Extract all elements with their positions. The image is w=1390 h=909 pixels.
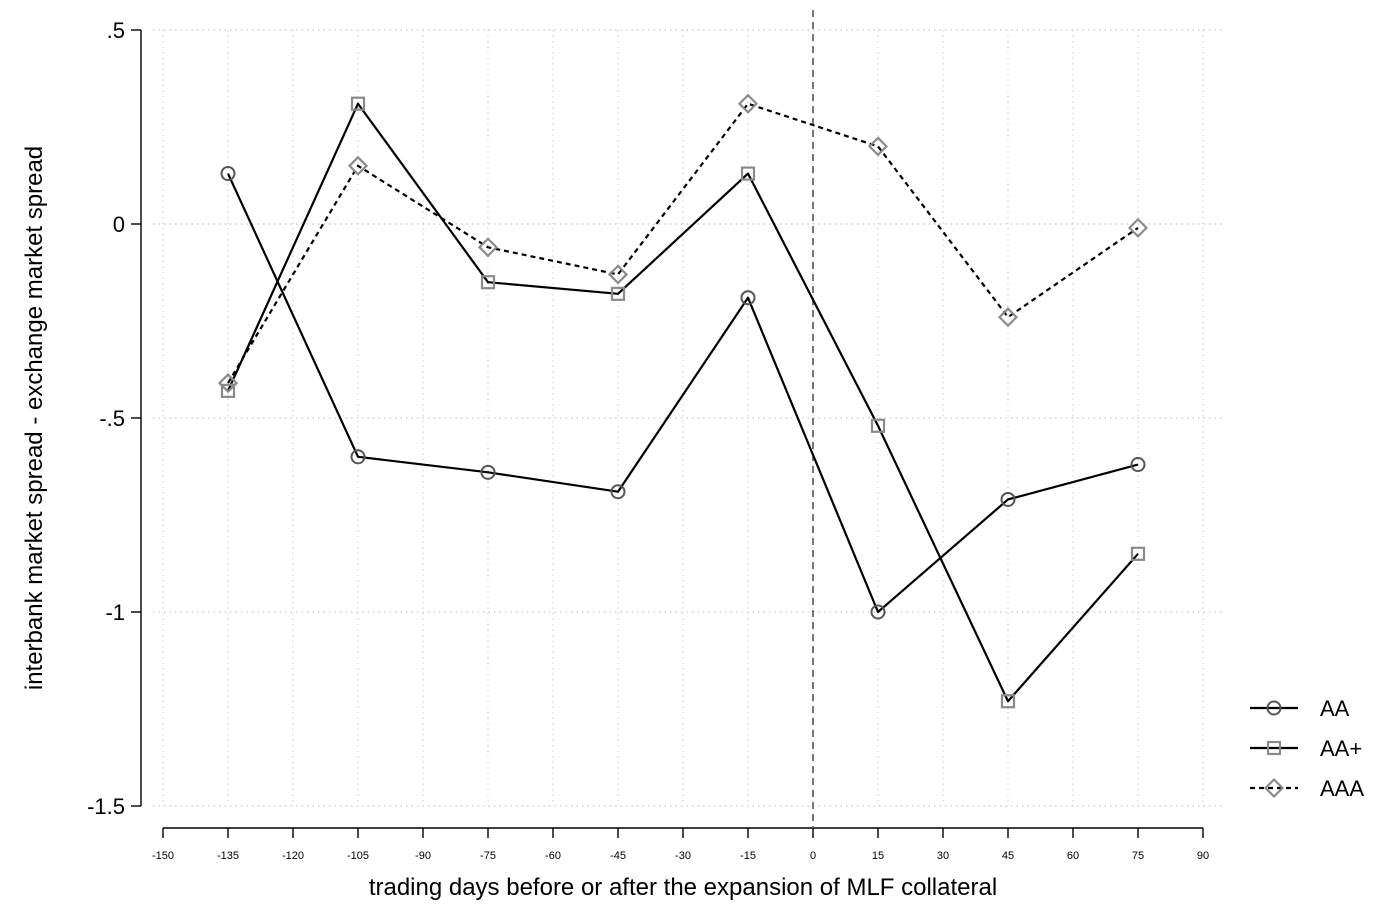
x-tick-label: -150 [152,850,174,862]
y-tick-label: .5 [107,18,125,43]
y-tick-label: -1 [105,600,125,625]
x-tick-label: 45 [1002,850,1014,862]
data-point-aaa [740,95,757,112]
x-tick-label: -75 [480,850,496,862]
series-aa-plus [222,98,1144,708]
legend-label-aa-plus: AA+ [1320,736,1362,761]
x-tick-label: -135 [217,850,239,862]
axes-layer: .50-.5-1-1.5-150 -135 -120 -105 -90 -75 -60 -45… [87,18,1209,862]
y-tick-label: 0 [113,212,125,237]
x-tick-label: 75 [1132,850,1144,862]
x-tick-label: 30 [937,850,949,862]
series-aaa [220,95,1147,391]
grid-layer [153,30,1223,806]
x-tick-label: -30 [675,850,691,862]
x-tick-label: -15 [740,850,756,862]
x-tick-label: -105 [347,850,369,862]
x-tick-label: 0 [810,850,816,862]
data-point-aaa [610,266,627,283]
y-tick-label: -1.5 [87,794,125,819]
x-axis-title: trading days before or after the expansi… [369,874,997,901]
x-tick-label: 60 [1067,850,1079,862]
y-tick-label: -.5 [99,406,125,431]
series-layer [220,95,1147,707]
legend-label-aaa: AAA [1320,776,1364,801]
x-tick-label: -45 [610,850,626,862]
y-axis-title: interbank market spread - exchange marke… [21,146,48,690]
x-tick-label: 90 [1197,850,1209,862]
x-tick-label: 15 [872,850,884,862]
x-tick-label: -90 [415,850,431,862]
legend: AA AA+ AAA [1250,696,1364,801]
x-tick-label: -60 [545,850,561,862]
legend-label-aa: AA [1320,696,1350,721]
x-tick-label: -120 [282,850,304,862]
